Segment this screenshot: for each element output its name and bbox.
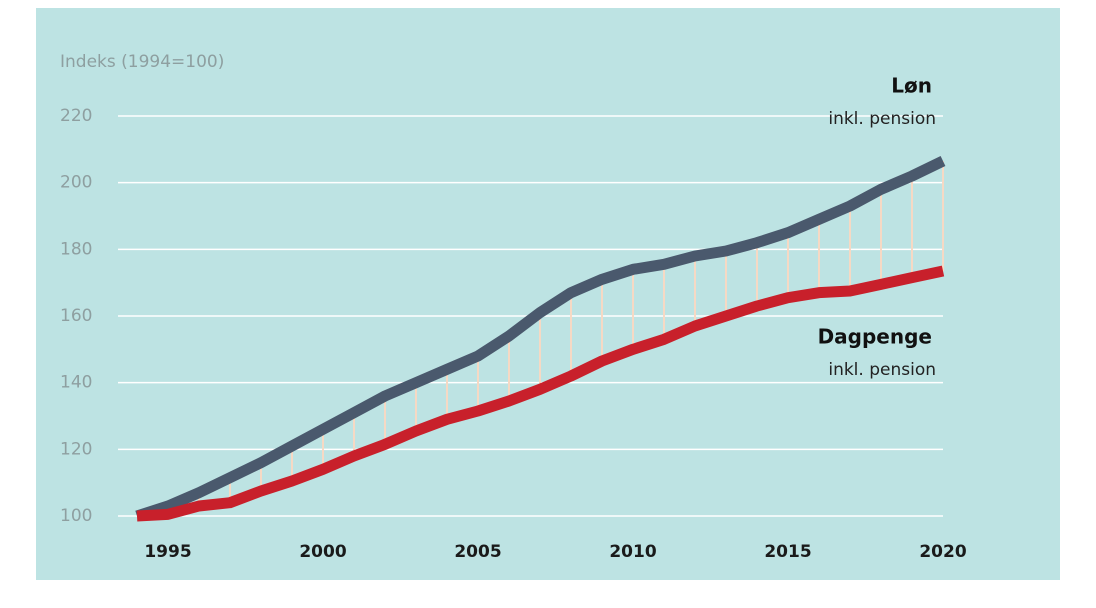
series-label: Dagpenge — [818, 325, 932, 349]
x-tick-label: 2000 — [299, 542, 346, 562]
line — [136, 265, 945, 522]
y-tick-label: 160 — [60, 306, 92, 326]
y-tick-label: 100 — [60, 506, 92, 526]
line — [135, 156, 946, 522]
y-tick-label: 180 — [60, 239, 92, 259]
x-tick-label: 2010 — [609, 542, 656, 562]
x-tick-label: 2020 — [919, 542, 966, 562]
series-label: Løn — [891, 74, 932, 98]
y-tick-label: 200 — [60, 173, 92, 193]
x-tick-label: 1995 — [144, 542, 191, 562]
x-tick-label: 2015 — [764, 542, 811, 562]
y-tick-label: 120 — [60, 439, 92, 459]
series-note: inkl. pension — [828, 360, 936, 380]
y-tick-label: 220 — [60, 106, 92, 126]
x-tick-label: 2005 — [454, 542, 501, 562]
series-note: inkl. pension — [828, 109, 936, 129]
y-tick-label: 140 — [60, 373, 92, 393]
y-axis-title: Indeks (1994=100) — [60, 52, 224, 72]
